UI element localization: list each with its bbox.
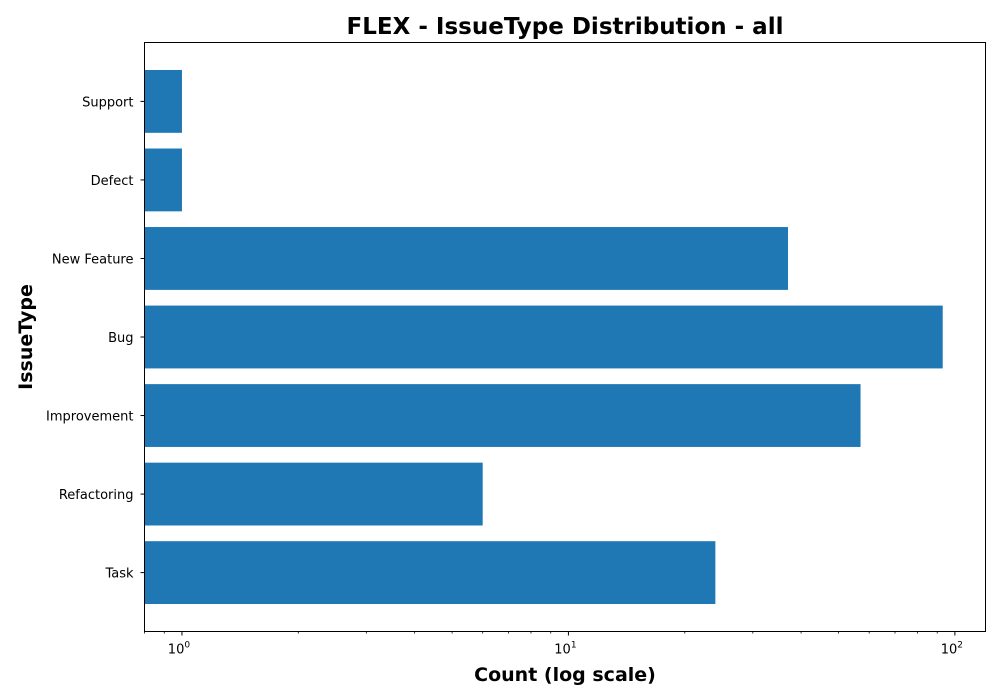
bar-defect bbox=[144, 148, 182, 212]
y-tick-label: New Feature bbox=[52, 252, 134, 267]
chart-title: FLEX - IssueType Distribution - all bbox=[347, 14, 784, 40]
y-tick-label: Improvement bbox=[46, 410, 133, 425]
x-tick-label: 100 bbox=[168, 641, 191, 658]
bar-support bbox=[144, 69, 182, 133]
x-tick-label: 101 bbox=[554, 641, 576, 658]
x-tick-label: 102 bbox=[941, 641, 963, 658]
x-axis-ticks: 100 101 102 bbox=[144, 631, 963, 658]
y-tick-label: Defect bbox=[91, 174, 134, 189]
x-axis-label: Count (log scale) bbox=[474, 664, 656, 686]
bar-improvement bbox=[144, 384, 861, 447]
y-tick-label: Bug bbox=[108, 331, 133, 346]
y-axis-ticks: Task Refactoring Improvement Bug New Feature… bbox=[46, 95, 145, 582]
y-axis-label: IssueType bbox=[15, 284, 37, 390]
y-tick-label: Refactoring bbox=[59, 488, 134, 503]
bars-group bbox=[144, 69, 943, 605]
y-tick-label: Support bbox=[82, 95, 133, 110]
bar-new-feature bbox=[144, 227, 789, 290]
bar-refactoring bbox=[144, 462, 483, 526]
bar-task bbox=[144, 541, 716, 605]
y-tick-label: Task bbox=[104, 567, 134, 582]
bar-bug bbox=[144, 305, 943, 369]
